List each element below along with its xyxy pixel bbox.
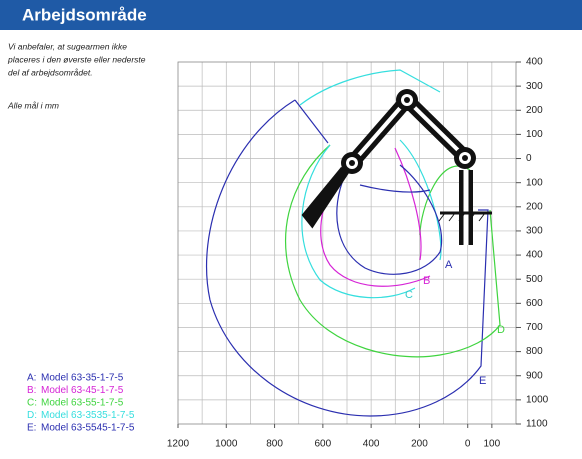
- legend-label: Model 63-3535-1-7-5: [41, 410, 135, 421]
- x-tick-label: 200: [411, 439, 428, 450]
- legend-key: B:: [27, 385, 36, 396]
- curve-label: D: [497, 324, 505, 336]
- x-tick-label: 100: [484, 439, 501, 450]
- legend: A: Model 63-35-1-7-5 B: Model 63-45-1-7-5 C:…: [27, 373, 135, 434]
- y-tick-label: 100: [526, 129, 543, 140]
- y-tick-label: 800: [526, 346, 543, 357]
- x-tick-label: 600: [315, 439, 332, 450]
- legend-label: Model 63-35-1-7-5: [41, 373, 124, 384]
- title-bar: [0, 0, 582, 30]
- plot-frame: [177, 61, 517, 425]
- x-tick-label: 1000: [215, 439, 238, 450]
- y-tick-label: 700: [526, 322, 543, 333]
- suction-arm: [301, 89, 492, 245]
- y-tick-label: 300: [526, 226, 543, 237]
- y-tick-label: 600: [526, 298, 543, 309]
- legend-key: C:: [27, 398, 37, 409]
- y-tick-label: 300: [526, 81, 543, 92]
- x-tick-label: 0: [465, 439, 471, 450]
- x-tick-label: 400: [363, 439, 380, 450]
- y-tick-label: 500: [526, 274, 543, 285]
- unit-note: Alle mål i mm: [7, 100, 59, 110]
- y-tick-label: 200: [526, 201, 543, 212]
- curve-label: B: [423, 275, 430, 287]
- note: del af arbejdsområdet.: [8, 67, 93, 77]
- legend-key: E:: [27, 423, 36, 434]
- note: Vi anbefaler, at sugearmen ikke: [8, 41, 127, 51]
- curve-e: [206, 99, 489, 417]
- legend-label: Model 63-5545-1-7-5: [41, 423, 135, 434]
- y-tick-label: 900: [526, 370, 543, 381]
- y-tick-label: 1100: [526, 419, 548, 430]
- y-tick-label: 200: [526, 105, 543, 116]
- y-tick-label: 400: [526, 250, 543, 261]
- legend-key: D:: [27, 410, 37, 421]
- note: placeres i den øverste eller nederste: [7, 54, 146, 64]
- curve-label: E: [479, 375, 486, 387]
- title: Arbejdsområde: [22, 5, 147, 24]
- curve-c: [299, 69, 442, 299]
- y-tick-label: 400: [526, 57, 543, 68]
- curve-label: C: [405, 289, 413, 301]
- legend-label: Model 63-45-1-7-5: [41, 385, 124, 396]
- y-tick-label: 100: [526, 177, 543, 188]
- x-tick-label: 1200: [167, 439, 190, 450]
- legend-label: Model 63-55-1-7-5: [41, 398, 124, 409]
- curve-label: A: [445, 259, 453, 271]
- y-tick-label: 0: [526, 153, 532, 164]
- curve-a: [336, 164, 443, 275]
- legend-key: A:: [27, 373, 36, 384]
- x-tick-label: 800: [266, 439, 283, 450]
- y-tick-label: 1000: [526, 395, 549, 406]
